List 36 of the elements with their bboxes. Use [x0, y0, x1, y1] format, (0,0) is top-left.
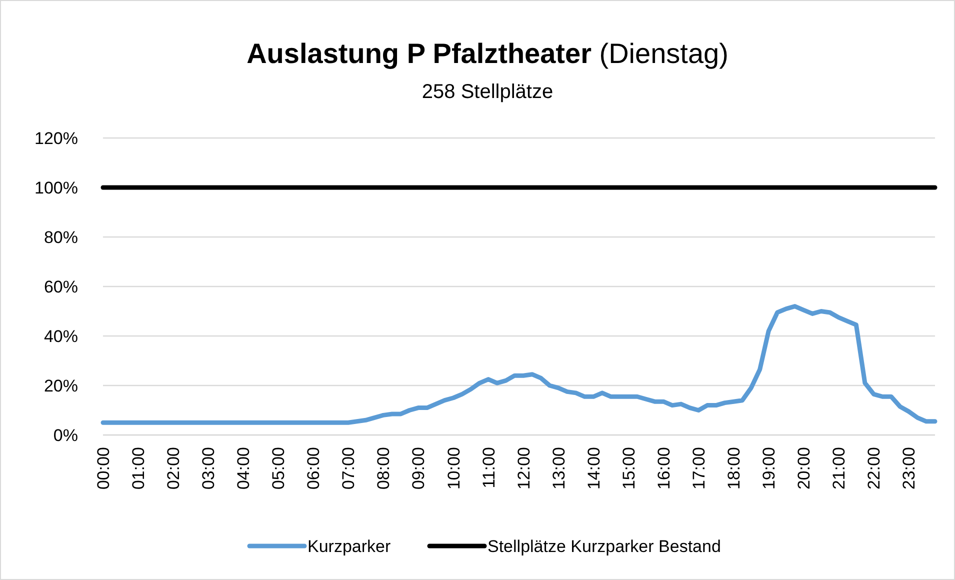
chart-title: Auslastung P Pfalztheater (Dienstag) [246, 38, 728, 69]
x-tick-label: 05:00 [269, 447, 288, 490]
chart-subtitle: 258 Stellplätze [422, 81, 554, 103]
x-tick-label: 01:00 [128, 447, 148, 490]
y-tick-label: 100% [34, 178, 78, 198]
x-tick-label: 11:00 [479, 447, 498, 488]
y-tick-label: 0% [53, 426, 78, 445]
x-tick-label: 21:00 [830, 447, 849, 490]
x-tick-label: 16:00 [654, 447, 674, 490]
x-tick-label: 07:00 [339, 447, 358, 490]
y-tick-label: 60% [44, 277, 78, 296]
x-tick-label: 13:00 [549, 447, 568, 490]
x-tick-label: 02:00 [164, 447, 184, 490]
legend-label: Kurzparker [308, 537, 391, 556]
x-tick-label: 03:00 [199, 447, 218, 490]
x-tick-label: 19:00 [760, 447, 779, 490]
x-tick-label: 06:00 [304, 447, 324, 490]
x-tick-label: 09:00 [409, 447, 428, 490]
line-series [100, 304, 938, 425]
x-tick-label: 20:00 [794, 447, 814, 490]
y-tick-label: 120% [34, 128, 78, 148]
y-tick-label: 80% [44, 228, 78, 247]
x-tick-label: 10:00 [444, 447, 464, 490]
x-tick-label: 15:00 [619, 447, 638, 490]
x-tick-label: 23:00 [900, 447, 919, 490]
x-tick-label: 18:00 [724, 447, 744, 490]
y-tick-label: 40% [44, 326, 78, 346]
x-tick-label: 22:00 [864, 447, 884, 490]
legend-label: Stellplätze Kurzparker Bestand [488, 537, 721, 556]
x-tick-label: 08:00 [374, 447, 394, 490]
x-tick-label: 04:00 [234, 447, 254, 490]
x-tick-label: 00:00 [94, 447, 113, 490]
x-tick-label: 12:00 [514, 447, 534, 490]
y-tick-label: 20% [44, 376, 78, 396]
x-tick-label: 17:00 [689, 447, 708, 490]
x-tick-label: 14:00 [584, 447, 604, 490]
